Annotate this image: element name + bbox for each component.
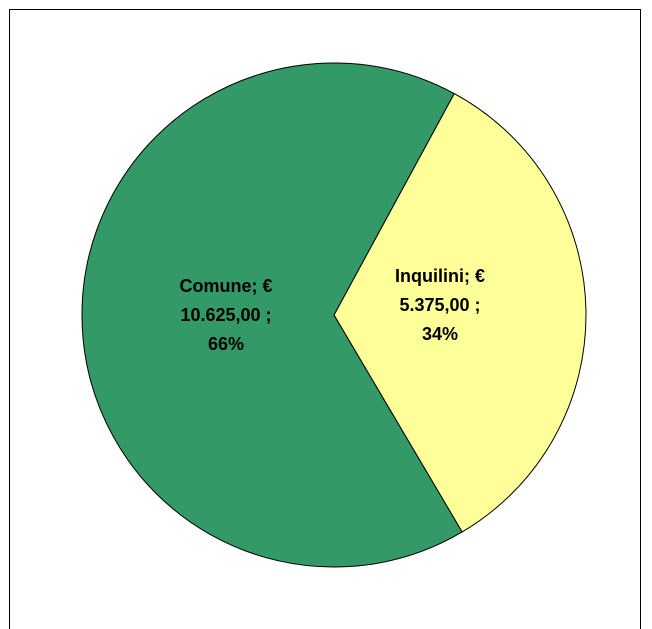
pie-slice-comune — [81, 62, 463, 568]
pie-slice-inquilini — [333, 92, 587, 533]
slice-label-inquilini: Inquilini; €5.375,00 ; 34% — [395, 266, 485, 344]
slice-label-comune: Comune; €10.625,00 ; 66% — [179, 276, 272, 354]
